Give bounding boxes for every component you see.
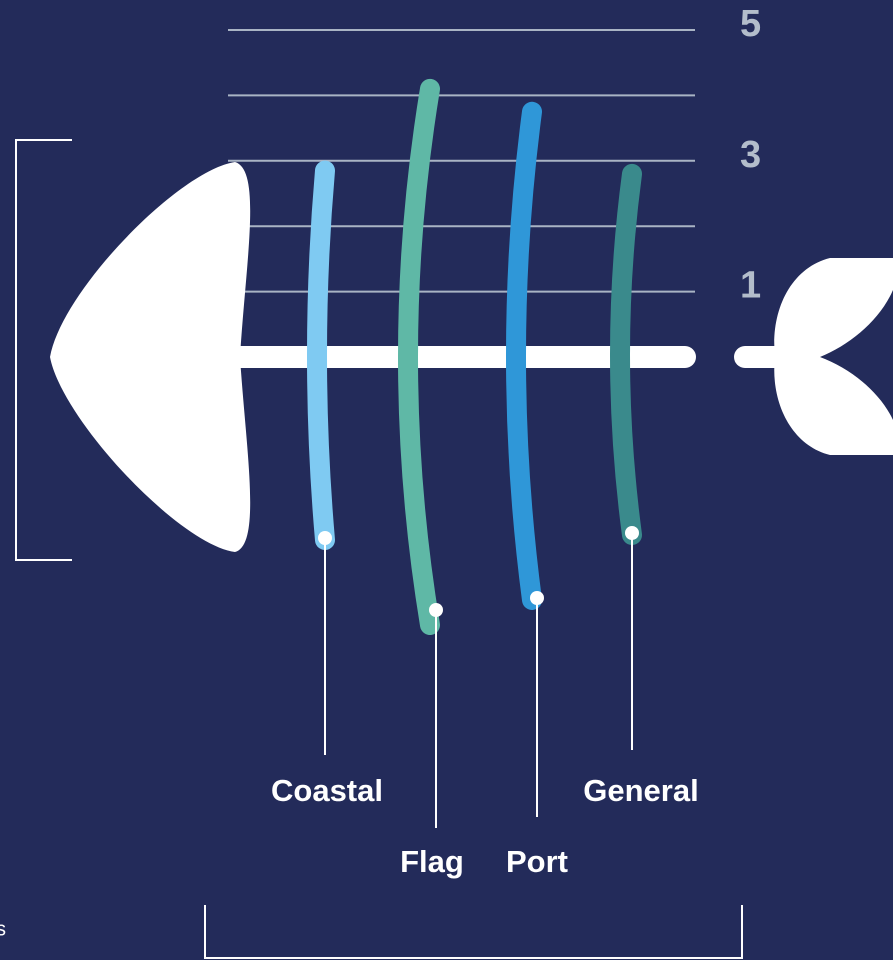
rib-dot [429, 603, 443, 617]
y-tick-label: 1 [740, 265, 761, 307]
left-bracket [15, 139, 72, 561]
y-tick-label: 5 [740, 3, 761, 45]
y-tick-label: 3 [740, 134, 761, 176]
category-label: Port [506, 844, 568, 879]
rib-dot [318, 531, 332, 545]
category-label: Coastal [271, 773, 383, 808]
rib [307, 160, 335, 550]
rib-dot [530, 591, 544, 605]
bottom-bracket [204, 905, 743, 959]
rib [506, 101, 542, 610]
fish-tail [774, 258, 893, 455]
annotation: s [0, 918, 6, 940]
category-label: Flag [400, 844, 464, 879]
rib [610, 163, 642, 545]
fish-head [50, 162, 251, 552]
rib [398, 78, 440, 635]
category-label: General [583, 773, 698, 808]
rib-dot [625, 526, 639, 540]
